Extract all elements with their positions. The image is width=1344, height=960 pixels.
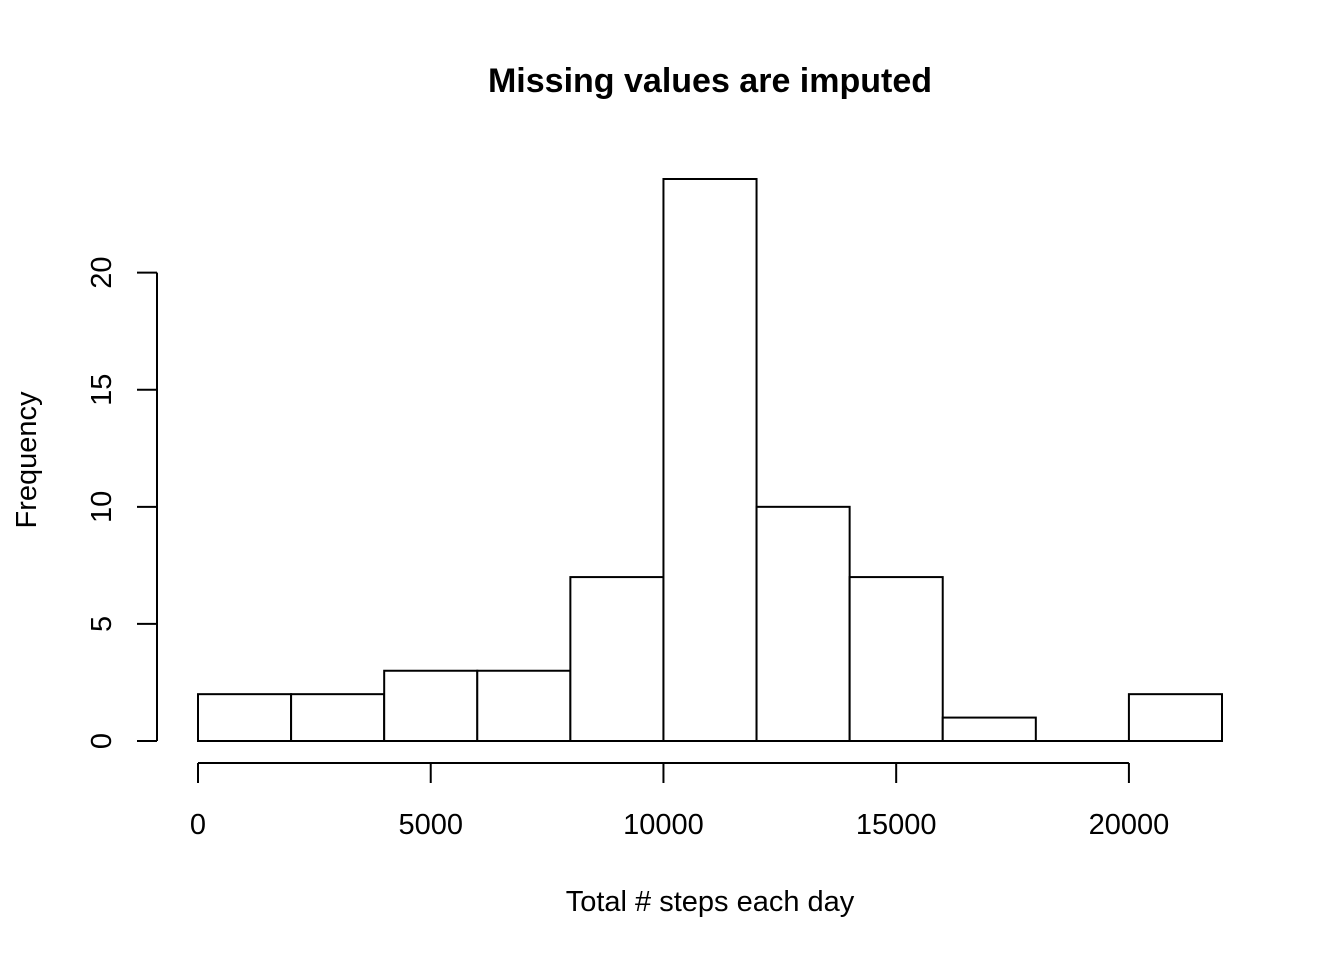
bars xyxy=(197,178,1223,743)
y-tick-label: 15 xyxy=(86,374,118,406)
histogram-bar xyxy=(569,576,665,742)
chart-title: Missing values are imputed xyxy=(488,62,932,100)
y-axis-label: Frequency xyxy=(11,391,43,529)
y-tick-label: 10 xyxy=(86,491,118,523)
y-tick-label: 5 xyxy=(86,616,118,632)
histogram-bar xyxy=(755,505,851,743)
histogram-bar xyxy=(848,576,944,742)
x-tick-label: 20000 xyxy=(1089,809,1170,841)
y-axis: 0 5 10 15 20 xyxy=(86,257,158,749)
histogram-bar xyxy=(290,693,386,743)
x-tick-label: 5000 xyxy=(398,809,463,841)
histogram-bar xyxy=(1127,693,1223,743)
histogram-bar xyxy=(941,716,1037,742)
y-tick-label: 0 xyxy=(86,733,118,749)
histogram-bar xyxy=(476,669,572,742)
x-tick-label: 15000 xyxy=(856,809,937,841)
x-axis-label: Total # steps each day xyxy=(566,886,855,918)
histogram-bar xyxy=(662,178,758,742)
histogram-bar xyxy=(383,669,479,742)
x-tick-label: 0 xyxy=(190,809,206,841)
y-tick-label: 20 xyxy=(86,257,118,289)
x-tick-label: 10000 xyxy=(623,809,704,841)
x-axis: 0 5000 10000 15000 20000 xyxy=(190,762,1170,841)
histogram-bar xyxy=(197,693,293,743)
